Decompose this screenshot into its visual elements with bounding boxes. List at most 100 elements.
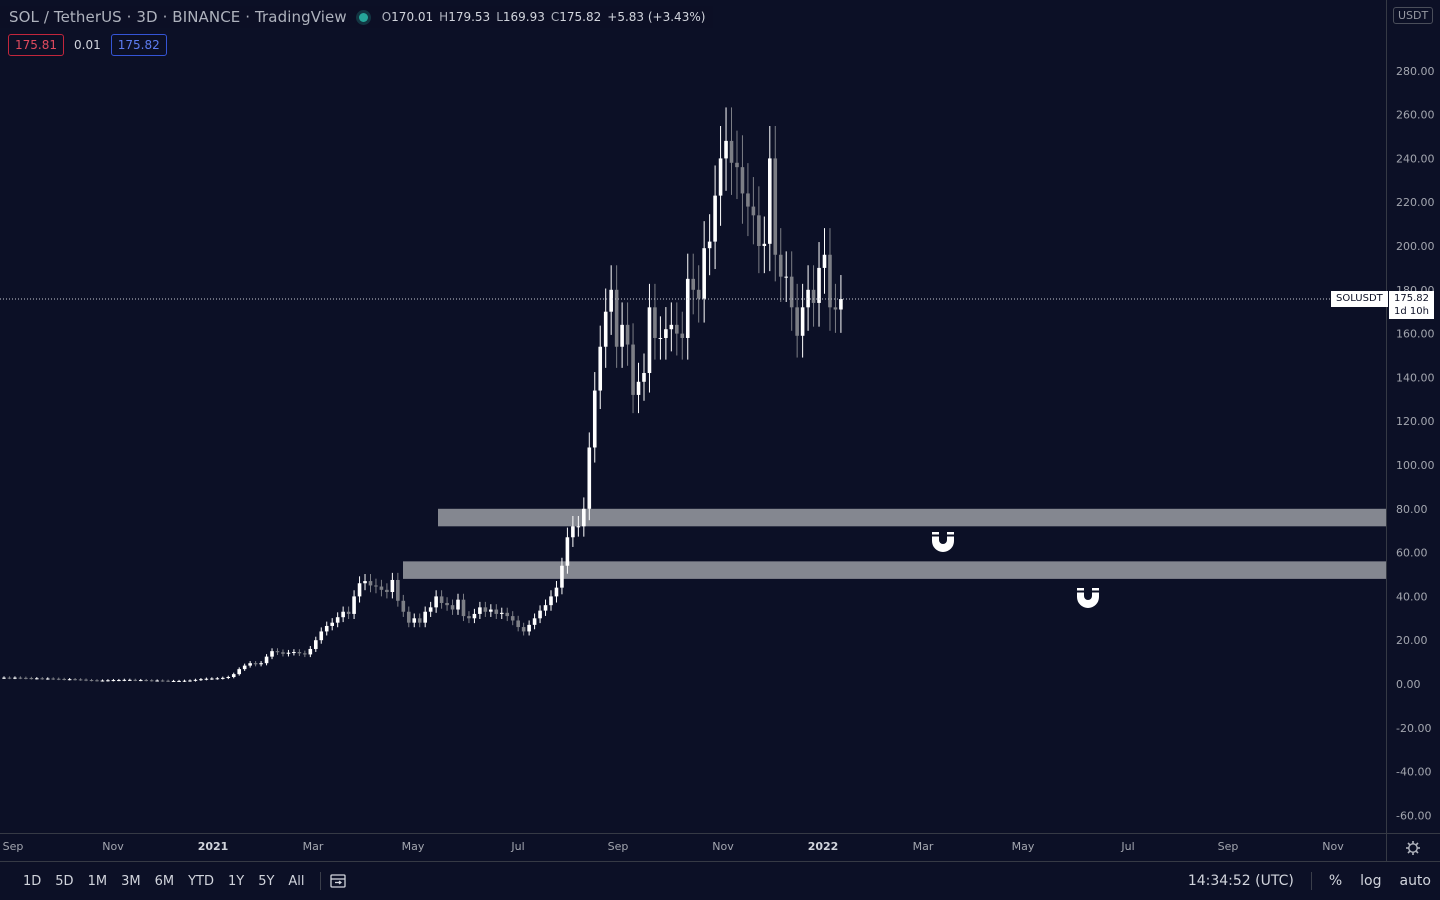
candle-body [445,602,449,606]
buy-button[interactable]: 175.82 [110,34,167,56]
candle-body [390,579,395,593]
candle-body [516,620,520,628]
time-tick-label: Mar [913,840,934,853]
candle-body [653,307,657,338]
candle-body [45,678,50,680]
close-value: 175.82 [559,10,602,24]
candle-body [303,653,307,655]
time-tick-label: 2021 [198,840,229,853]
candle-body [817,267,821,303]
candle-body [800,307,805,336]
price-tick-label: 280.00 [1396,65,1435,78]
candle-body [538,610,542,619]
time-tick-label: Jul [510,840,524,853]
magnet-icon[interactable] [932,532,954,552]
candle-body [740,167,745,194]
price-tick-label: 120.00 [1396,415,1435,428]
candle-body [313,640,318,649]
candle-body [182,680,187,682]
candle-body [193,679,198,681]
timeframe-button-6m[interactable]: 6M [154,873,175,889]
candle-body [242,665,247,670]
candle-body [773,158,778,255]
timeframe-button-5y[interactable]: 5Y [258,873,275,889]
price-tick-label: 60.00 [1396,547,1428,560]
price-tick-label: -20.00 [1396,722,1431,735]
spread-value: 0.01 [74,38,101,52]
candle-body [571,526,575,538]
candle-body [259,663,263,665]
symbol-title[interactable]: SOL / TetherUS · 3D · BINANCE · TradingV… [9,8,347,26]
log-scale-toggle[interactable]: log [1360,873,1382,889]
timeframe-button-1m[interactable]: 1M [87,873,108,889]
time-tick-label: Sep [3,840,24,853]
price-tick-label: 160.00 [1396,328,1435,341]
candle-body [24,677,28,679]
symbol-header: SOL / TetherUS · 3D · BINANCE · TradingV… [0,6,714,28]
candle-body [330,622,334,626]
auto-scale-toggle[interactable]: auto [1399,873,1431,889]
candle-body [204,678,209,680]
timeframe-button-1y[interactable]: 1Y [227,873,245,889]
gear-icon[interactable] [1405,840,1421,856]
candle-body [478,607,482,614]
price-zone-rectangle[interactable] [403,561,1386,579]
candle-body [702,248,706,299]
market-status-icon[interactable] [358,12,368,22]
candle-body [335,617,340,623]
candle-body [95,680,99,682]
high-value: 179.53 [448,10,491,24]
candle-body [2,677,6,679]
change-value: +5.83 (+3.43%) [607,10,706,24]
candle-body [253,663,258,665]
candle-body [828,254,832,308]
candle-body [647,307,652,374]
candle-body [385,589,389,593]
sell-button[interactable]: 175.81 [8,34,64,56]
candle-body [264,656,269,664]
time-tick-label: Nov [1322,840,1344,853]
candle-body [532,618,537,625]
price-tick-label: -60.00 [1396,809,1431,822]
candle-body [735,162,739,168]
candle-body [292,652,296,654]
candle-body [811,289,816,303]
magnet-icon[interactable] [1077,588,1099,608]
candle-body [620,324,624,347]
candle-body [368,581,373,586]
price-zone-rectangle[interactable] [438,508,1386,527]
clock-time[interactable]: 14:34:52 (UTC) [1187,873,1294,889]
date-range-icon[interactable] [329,873,347,889]
ohlc-values: O170.01 H179.53 L169.93 C175.82 +5.83 (+… [381,10,706,24]
timeframe-button-all[interactable]: All [288,873,305,889]
candle-body [286,652,291,654]
candle-body [434,596,438,608]
price-tick-label: 240.00 [1396,152,1435,165]
candle-body [510,616,515,621]
timeframe-button-5d[interactable]: 5D [55,873,74,889]
candle-body [210,678,214,680]
candle-body [62,678,66,680]
candle-body [833,307,838,310]
price-tick-label: 260.00 [1396,109,1435,122]
divider [1310,872,1312,890]
candle-body [117,680,121,682]
percent-scale-toggle[interactable]: % [1328,873,1343,889]
timeframe-button-1d[interactable]: 1D [23,873,42,889]
candle-body [713,195,717,242]
timeframe-button-ytd[interactable]: YTD [188,873,214,889]
timeframe-button-3m[interactable]: 3M [121,873,141,889]
candle-body [549,596,553,606]
currency-label[interactable]: USDT [1393,7,1434,24]
candle-body [199,679,203,681]
candle-body [707,241,712,249]
price-tick-label: 40.00 [1396,590,1428,603]
candle-body [669,324,674,330]
divider [319,872,321,890]
candle-body [675,324,679,334]
candle-body [757,215,761,246]
candle-body [768,158,772,244]
candle-body [40,678,45,680]
last-price-value: 175.82 [1394,293,1429,304]
